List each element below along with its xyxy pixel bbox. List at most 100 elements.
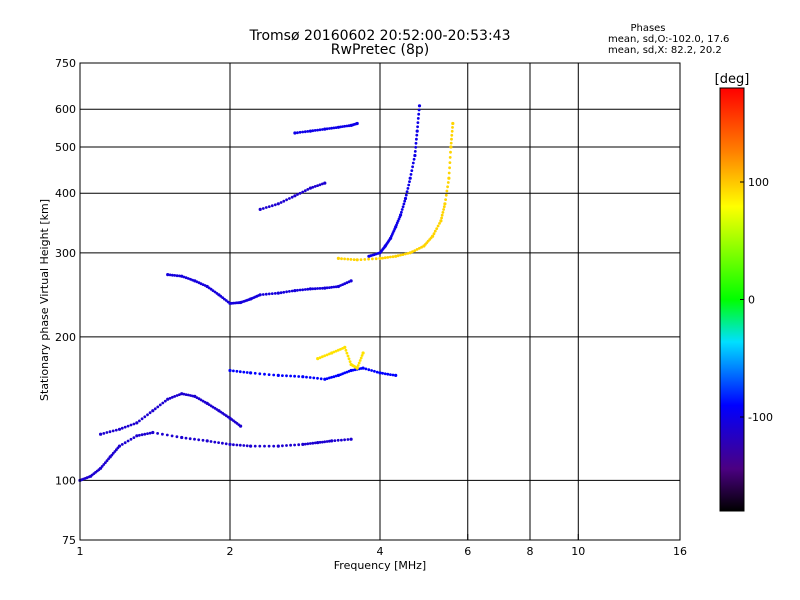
echo-point	[306, 130, 310, 133]
echo-point	[328, 286, 331, 289]
echo-point	[111, 429, 115, 433]
echo-point	[120, 443, 124, 446]
echo-point	[288, 290, 291, 293]
echo-point	[297, 443, 301, 447]
echo-point	[140, 433, 144, 437]
echo-point	[126, 424, 130, 428]
echo-point	[330, 351, 334, 355]
echo-point	[340, 257, 343, 261]
echo-point	[321, 440, 324, 444]
echo-point	[334, 374, 338, 378]
echo-point	[235, 443, 239, 447]
echo-point	[199, 398, 203, 402]
y-tick-label: 750	[55, 57, 76, 70]
echo-point	[289, 374, 292, 378]
echo-point	[378, 256, 382, 260]
echo-point	[117, 427, 122, 431]
echo-point	[386, 372, 390, 376]
echo-point	[267, 444, 271, 448]
echo-point	[166, 397, 170, 401]
echo-point	[298, 191, 302, 195]
echo-point	[346, 438, 350, 441]
echo-point	[319, 377, 323, 381]
echo-point	[263, 444, 266, 448]
echo-point	[232, 369, 235, 373]
echo-point	[296, 288, 299, 292]
echo-point	[442, 205, 446, 209]
echo-point	[440, 213, 444, 217]
colorbar-ticks: 100 0 -100	[740, 176, 773, 424]
stats-heading: Phases	[630, 23, 665, 34]
echo-point	[156, 405, 160, 409]
echo-point	[448, 166, 451, 170]
echo-point	[146, 413, 149, 417]
echo-point	[303, 288, 307, 291]
echo-point	[316, 357, 320, 361]
echo-point	[189, 394, 192, 397]
echo-point	[400, 210, 403, 214]
echo-point	[330, 126, 333, 130]
echo-point	[448, 156, 452, 159]
echo-point	[224, 442, 228, 446]
echo-point	[175, 394, 179, 397]
echo-point	[410, 169, 414, 173]
echo-point	[308, 129, 312, 133]
echo-point	[413, 150, 417, 153]
x-tick-label: 8	[527, 545, 534, 558]
echo-point	[270, 292, 274, 295]
echo-point	[323, 354, 327, 358]
echo-point	[282, 199, 286, 203]
echo-point	[313, 185, 317, 188]
echo-point	[249, 371, 253, 375]
echo-point	[341, 372, 344, 376]
echo-point	[383, 256, 387, 260]
echo-point	[296, 131, 299, 135]
echo-point	[400, 208, 404, 211]
x-axis-label: Frequency [MHz]	[334, 559, 426, 572]
echo-point	[334, 126, 338, 129]
echo-point	[301, 375, 305, 379]
echo-point	[352, 258, 356, 261]
echo-point	[120, 426, 124, 430]
stats-line-x: mean, sd,X: 82.2, 20.2	[608, 45, 722, 56]
echo-point	[367, 257, 370, 261]
echo-point	[301, 190, 305, 194]
echo-point	[412, 157, 416, 161]
echo-point	[343, 282, 347, 286]
echo-point	[325, 440, 329, 443]
y-axis-label: Stationary phase Virtual Height [km]	[38, 199, 51, 401]
echo-point	[411, 161, 415, 165]
echo-point	[276, 202, 280, 206]
echo-point	[408, 176, 412, 180]
echo-point	[285, 444, 288, 447]
echo-point	[189, 277, 192, 281]
echo-point	[298, 130, 302, 134]
echo-point	[318, 287, 322, 290]
echo-point	[446, 181, 450, 184]
echo-point	[105, 431, 109, 434]
echo-point	[273, 203, 277, 207]
echo-point	[341, 283, 344, 286]
echo-point	[166, 273, 170, 277]
echo-point	[323, 181, 327, 185]
chart-subtitle: RwPretec (8p)	[331, 42, 429, 58]
echo-point	[245, 371, 249, 374]
echo-point	[156, 432, 160, 435]
echo-point	[173, 395, 177, 398]
echo-point	[301, 442, 305, 446]
echo-point	[449, 141, 453, 145]
echo-point	[405, 190, 409, 194]
echo-point	[297, 375, 301, 378]
echo-point	[316, 376, 319, 380]
echo-point	[276, 373, 280, 377]
echo-point	[450, 137, 453, 141]
echo-point	[102, 463, 106, 466]
echo-point	[406, 252, 410, 255]
echo-point	[370, 369, 373, 372]
echo-point	[312, 376, 316, 380]
echo-point	[343, 257, 346, 261]
echo-point	[381, 371, 384, 375]
echo-point	[171, 273, 174, 277]
echo-point	[374, 257, 378, 261]
echo-point	[193, 437, 196, 441]
